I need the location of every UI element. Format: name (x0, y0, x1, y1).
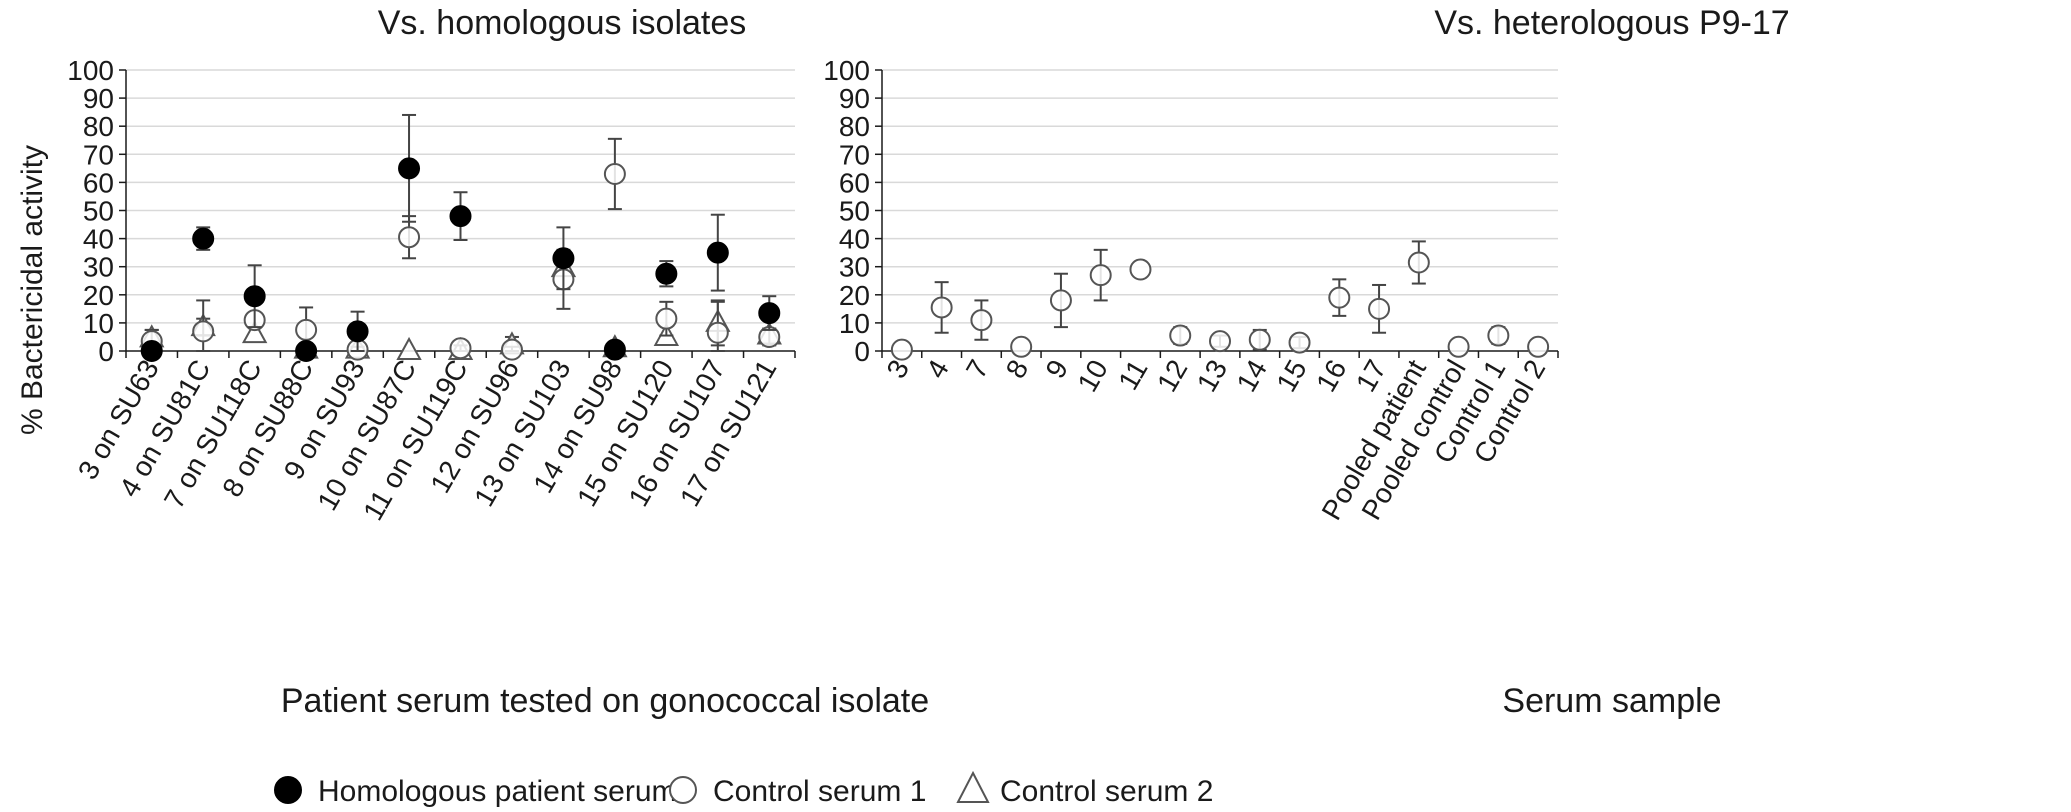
chart2-y-tick-label: 20 (839, 280, 870, 311)
chart2-y-tick-label: 30 (839, 252, 870, 283)
chart2-x-tick-label: 12 (1151, 355, 1193, 397)
chart2-point-control-1 (1447, 335, 1470, 358)
chart1-y-tick-label: 0 (98, 336, 114, 367)
chart1-y-tick-label: 10 (83, 308, 114, 339)
chart1-point-homologous (295, 340, 318, 362)
chart2-x-tick-label: 16 (1310, 355, 1352, 397)
chart2-point-control-1 (1487, 324, 1510, 347)
chart2-point-control-1 (1328, 286, 1351, 309)
chart1-y-tick-label: 60 (83, 167, 114, 198)
chart1-y-tick-label: 50 (83, 196, 114, 227)
chart1-y-tick-label: 40 (83, 224, 114, 255)
chart2-x-tick-label: 15 (1270, 355, 1312, 397)
y-axis-title: % Bactericidal activity (16, 145, 49, 435)
chart2-title: Vs. heterologous P9-17 (1434, 4, 1789, 42)
chart2-x-tick-label: 11 (1112, 355, 1153, 396)
chart2-x-tick-label: 14 (1231, 355, 1273, 397)
chart1-title: Vs. homologous isolates (378, 4, 747, 42)
chart2-point-control-1 (1527, 335, 1550, 358)
legend-open-triangle-icon (956, 770, 990, 803)
chart2-x-tick-label: 4 (920, 355, 955, 384)
legend: Homologous patient serum Control serum 1… (274, 770, 1213, 808)
chart1-point-control-1 (295, 318, 318, 341)
chart1-point-homologous (398, 157, 421, 180)
chart2-y-tick-label: 70 (839, 139, 870, 170)
chart1-point-control-1 (500, 338, 523, 361)
chart1-point-homologous (449, 205, 472, 228)
chart1-point-control-1 (603, 162, 626, 185)
chart1-point-control-1 (398, 226, 421, 249)
chart2-point-control-1 (890, 338, 913, 361)
chart2-x-tick-label: 8 (1000, 355, 1035, 384)
chart2-point-control-1 (1248, 328, 1271, 351)
chart2-y-tick-label: 60 (839, 167, 870, 198)
chart1-y-tick-label: 90 (83, 83, 114, 114)
chart2-point-control-1 (1169, 324, 1192, 347)
chart1-point-control-1 (706, 321, 729, 344)
chart1-point-homologous (706, 241, 729, 264)
chart1-point-homologous (140, 340, 163, 362)
chart1-point-control-1 (655, 307, 678, 330)
chart2-x-tick-label: 10 (1071, 355, 1113, 397)
chart1-x-axis-title: Patient serum tested on gonococcal isola… (281, 682, 929, 720)
chart1-point-control-2 (241, 320, 268, 344)
chart1-y-tick-label: 20 (83, 280, 114, 311)
chart1-point-control-1 (449, 337, 472, 360)
chart2-y-tick-label: 0 (854, 336, 870, 367)
chart1-point-homologous (552, 247, 575, 270)
chart2-point-control-1 (930, 296, 953, 319)
chart2-point-control-1 (1407, 251, 1430, 274)
chart2-x-tick-label: 13 (1191, 355, 1233, 397)
chart1-point-control-2 (396, 336, 422, 360)
chart2-y-tick-label: 40 (839, 224, 870, 255)
chart2-point-control-1 (970, 309, 993, 332)
chart2-x-tick-label: 9 (1040, 355, 1075, 384)
chart2-point-control-1 (1368, 297, 1391, 320)
chart1-y-tick-label: 100 (67, 55, 114, 86)
chart1-y-tick-label: 30 (83, 252, 114, 283)
chart1-point-homologous (655, 262, 678, 285)
chart1-point-homologous (758, 302, 781, 325)
chart2-y-tick-label: 80 (839, 111, 870, 142)
chart1-point-homologous (603, 338, 626, 361)
chart2-point-control-1 (1010, 335, 1033, 358)
chart1-y-tick-label: 80 (83, 111, 114, 142)
chart2-y-tick-label: 10 (839, 308, 870, 339)
chart2-y-tick-label: 90 (839, 83, 870, 114)
chart1-point-homologous (243, 285, 266, 308)
chart1-point-homologous (346, 320, 369, 343)
chart2-x-tick-label: 7 (960, 355, 995, 384)
chart1-y-tick-label: 70 (83, 139, 114, 170)
legend-label-control-2: Control serum 2 (1000, 775, 1213, 808)
legend-filled-circle-icon (274, 776, 302, 804)
chart2-x-axis-title: Serum sample (1502, 682, 1721, 720)
chart2-point-control-1 (1049, 289, 1072, 312)
chart2-point-control-1 (1129, 258, 1152, 281)
chart2-y-tick-label: 50 (839, 196, 870, 227)
legend-label-homologous: Homologous patient serum (318, 775, 677, 808)
chart1-point-control-1 (192, 320, 215, 343)
chart2-point-control-1 (1209, 330, 1231, 353)
chart1-point-homologous (192, 227, 215, 250)
chart2-point-control-1 (1288, 331, 1311, 354)
chart2-y-tick-label: 100 (823, 55, 870, 86)
legend-label-control-1: Control serum 1 (713, 775, 926, 808)
legend-open-circle-icon (669, 776, 697, 804)
chart2-point-control-1 (1089, 264, 1112, 287)
